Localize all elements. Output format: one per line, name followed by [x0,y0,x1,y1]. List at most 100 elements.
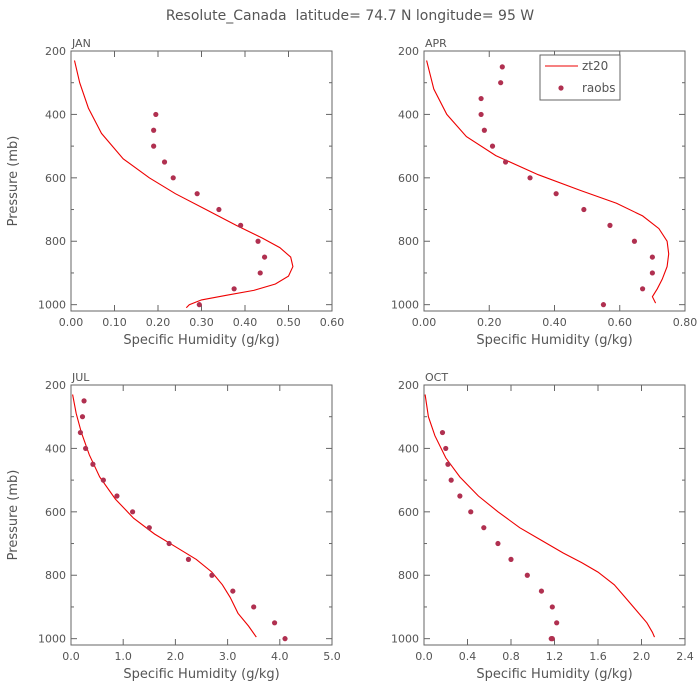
panel-label-oct: OCT [425,371,448,384]
x-axis-label-jan: Specific Humidity (g/kg) [123,333,279,348]
y-tick-label-oct: 400 [398,442,419,455]
y-tick-label-jan: 600 [45,172,66,185]
x-tick-label-jul: 5.0 [323,650,341,663]
y-tick-label-jul: 200 [45,379,66,392]
x-tick-label-jul: 1.0 [114,650,132,663]
plot-frame-jan [70,50,333,312]
panel-label-jul: JUL [71,371,90,384]
x-tick-label-oct: 0.4 [459,650,477,663]
series-line-zt20-apr [426,60,670,304]
x-tick-label-jan: 0.30 [189,316,214,329]
x-axis-label-apr: Specific Humidity (g/kg) [476,333,632,348]
data-point-raobs-apr [639,286,646,292]
y-tick-label-apr: 800 [398,235,419,248]
y-axis-label-jan: Pressure (mb) [6,136,21,227]
x-tick-label-jul: 0.0 [62,650,80,663]
data-point-raobs-oct [508,556,514,562]
data-point-raobs-jul [79,414,86,420]
data-point-raobs-jan [216,206,222,213]
y-tick-label-apr: 400 [398,108,419,121]
data-point-raobs-apr [527,175,533,181]
plot-frame-jul [70,384,333,646]
x-tick-label-jan: 0.40 [233,316,258,329]
data-point-raobs-jan [151,143,157,149]
data-point-raobs-jan [161,159,168,165]
panel-label-apr: APR [425,37,447,50]
data-point-raobs-oct [548,636,554,642]
data-point-raobs-apr [600,302,607,308]
data-point-raobs-jul [271,620,278,626]
y-tick-label-jan: 800 [45,235,66,248]
x-tick-label-oct: 0.8 [502,650,520,663]
data-point-raobs-oct [445,461,451,467]
x-tick-label-apr: 0.00 [412,316,437,329]
series-line-zt20-jul [72,394,257,638]
legend-obs-label: raobs [582,81,616,95]
data-point-raobs-jul [166,540,172,547]
data-point-raobs-apr [649,270,655,276]
x-tick-label-jan: 0.10 [102,316,127,329]
data-point-raobs-jul [230,588,236,594]
x-tick-label-apr: 0.60 [608,316,633,329]
data-point-raobs-jan [153,111,159,118]
y-tick-label-apr: 600 [398,172,419,185]
data-point-raobs-jan [255,238,261,244]
data-point-raobs-apr [489,143,496,149]
y-tick-label-jul: 800 [45,569,66,582]
x-axis-label-oct: Specific Humidity (g/kg) [476,667,632,682]
panel-label-jan: JAN [71,37,91,50]
y-tick-label-apr: 1000 [391,299,419,312]
y-tick-label-jul: 600 [45,506,66,519]
x-tick-label-jul: 2.0 [167,650,185,663]
data-point-raobs-oct [468,509,474,515]
data-point-raobs-apr [607,222,613,228]
x-tick-label-apr: 0.20 [477,316,502,329]
data-point-raobs-oct [524,572,530,578]
data-point-raobs-jul [81,398,87,404]
data-point-raobs-oct [538,588,545,594]
data-point-raobs-jul [185,556,192,562]
data-point-raobs-jan [194,191,200,197]
data-point-raobs-jul [90,461,96,467]
y-tick-label-jul: 1000 [38,633,66,646]
y-tick-label-oct: 600 [398,506,419,519]
data-point-raobs-oct [481,525,487,531]
data-point-raobs-oct [443,445,449,452]
y-tick-label-oct: 1000 [391,633,419,646]
data-point-raobs-oct [439,429,446,436]
data-point-raobs-jul [251,604,257,610]
data-point-raobs-apr [498,80,504,86]
x-tick-label-jul: 4.0 [271,650,289,663]
y-tick-label-oct: 200 [398,379,419,392]
legend-marker-sample [558,85,564,91]
data-point-raobs-oct [549,604,555,610]
data-point-raobs-jul [100,477,106,483]
y-tick-label-oct: 800 [398,569,419,582]
data-point-raobs-jul [129,509,136,515]
data-point-raobs-jul [209,572,215,578]
data-point-raobs-apr [499,64,505,70]
data-point-raobs-apr [478,95,484,102]
legend-box [539,54,621,101]
y-tick-label-jul: 400 [45,442,66,455]
data-point-raobs-jan [170,175,176,181]
data-point-raobs-jul [282,636,288,642]
x-tick-label-apr: 0.80 [673,316,698,329]
data-point-raobs-apr [502,159,509,165]
panel-oct: OCT 0.0 0.4 0.8 1.2 1.6 2.0 2.4 200 400 600 800 1000… [391,371,694,682]
data-point-raobs-apr [553,191,559,197]
panel-jan: JAN 0.00 0.10 0.20 0.30 0.40 0.50 0.60 200 400 600… [6,37,344,348]
panel-apr: APR 0.00 0.20 0.40 0.60 0.80 200 400 600 800 1000 S… [391,37,697,348]
data-point-raobs-jan [231,286,237,292]
x-tick-label-jul: 3.0 [219,650,237,663]
data-point-raobs-apr [581,206,587,213]
data-point-raobs-jan [238,222,244,228]
data-point-raobs-apr [478,111,484,118]
x-tick-label-oct: 1.6 [589,650,607,663]
y-tick-label-jan: 1000 [38,299,66,312]
y-axis-label-jul: Pressure (mb) [6,470,21,561]
data-point-raobs-jan [257,270,263,276]
data-point-raobs-apr [481,127,487,133]
x-tick-label-oct: 1.2 [546,650,564,663]
x-tick-label-jan: 0.20 [146,316,171,329]
